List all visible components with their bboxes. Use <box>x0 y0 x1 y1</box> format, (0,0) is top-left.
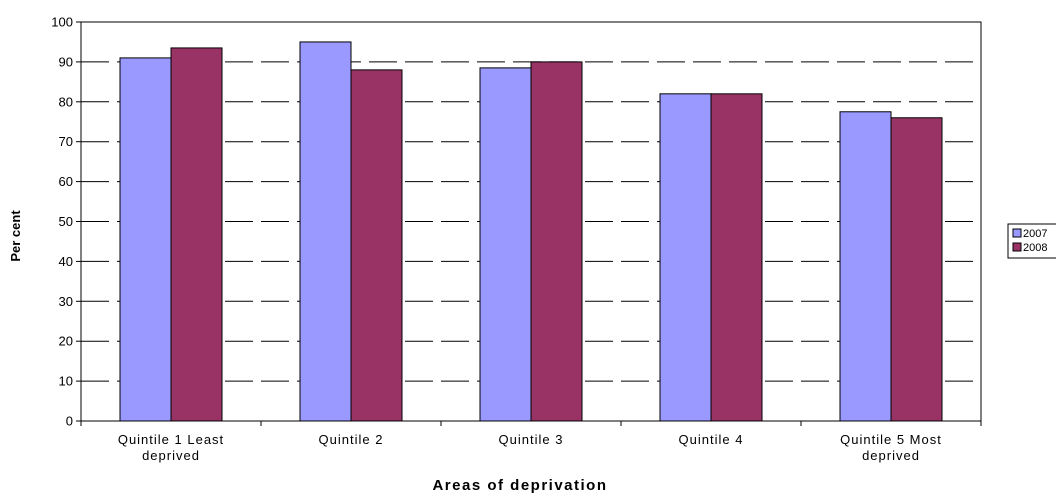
y-tick-labels: 0 10 20 30 40 50 60 70 80 90 100 <box>51 15 73 429</box>
y-tick-label: 40 <box>59 254 73 269</box>
x-category-label: Quintile 1 Least <box>118 432 224 447</box>
x-axis-title: Areas of deprivation <box>432 477 607 494</box>
bar-2007-3 <box>479 67 532 422</box>
legend-label-2007: 2007 <box>1023 228 1047 240</box>
y-tick-label: 70 <box>59 134 73 149</box>
x-category-label: Quintile 2 <box>319 432 384 447</box>
bar-2008-1 <box>170 47 223 422</box>
y-tick-label: 30 <box>59 294 73 309</box>
x-category-label: deprived <box>142 448 200 463</box>
legend: 2007 2008 <box>1007 223 1056 259</box>
y-tick-label: 0 <box>66 414 73 429</box>
bar-2007-2 <box>299 41 352 422</box>
y-tick-label: 90 <box>59 54 73 69</box>
x-category-label: Quintile 5 Most <box>840 432 942 447</box>
bar-2007-1 <box>119 57 172 422</box>
bar-2007-5 <box>839 111 892 422</box>
y-tick-label: 60 <box>59 174 73 189</box>
legend-swatch-2007 <box>1012 228 1022 238</box>
y-axis-title: Per cent <box>8 210 23 262</box>
bar-2007-4 <box>659 93 712 422</box>
axes <box>76 21 982 426</box>
x-category-label: Quintile 4 <box>679 432 744 447</box>
bar-2008-2 <box>350 69 403 422</box>
y-tick-label: 80 <box>59 94 73 109</box>
bar-2008-4 <box>710 93 763 422</box>
plot-area-border <box>80 21 982 422</box>
bar-2008-5 <box>890 117 943 422</box>
y-tick-label: 10 <box>59 374 73 389</box>
legend-label-2008: 2008 <box>1023 242 1047 254</box>
x-category-label: Quintile 3 <box>499 432 564 447</box>
bars <box>119 41 943 422</box>
y-tick-label: 50 <box>59 214 73 229</box>
y-tick-label: 100 <box>51 15 73 30</box>
y-tick-label: 20 <box>59 334 73 349</box>
legend-swatch-2008 <box>1012 242 1022 252</box>
x-category-label: deprived <box>862 448 920 463</box>
bar-2008-3 <box>530 61 583 422</box>
